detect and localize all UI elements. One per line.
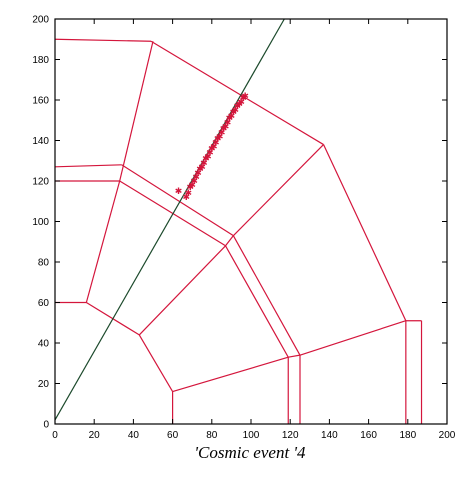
hit-point: ✱ xyxy=(208,145,216,155)
detector-segment xyxy=(85,180,121,303)
detector-segment xyxy=(232,235,301,356)
x-tick-label: 100 xyxy=(243,430,260,441)
x-axis-label: 'Cosmic event '4 xyxy=(194,443,306,462)
hit-point: ✱ xyxy=(196,165,204,175)
hit-point: ✱ xyxy=(200,159,208,169)
hit-point: ✱ xyxy=(230,108,238,118)
hit-point: ✱ xyxy=(192,173,200,183)
x-tick-label: 0 xyxy=(52,430,58,441)
y-tick-label: 80 xyxy=(38,258,50,269)
hit-point: ✱ xyxy=(175,187,183,197)
hit-point: ✱ xyxy=(226,114,234,124)
x-tick-label: 140 xyxy=(321,430,338,441)
y-tick-label: 100 xyxy=(32,217,49,228)
x-tick-label: 180 xyxy=(399,430,416,441)
hit-point: ✱ xyxy=(239,94,247,104)
y-tick-label: 120 xyxy=(32,177,49,188)
hit-point: ✱ xyxy=(220,124,228,134)
hit-point: ✱ xyxy=(241,92,249,102)
detector-segment xyxy=(225,235,234,247)
detector-segment xyxy=(54,38,152,42)
hit-point: ✱ xyxy=(183,193,191,203)
hit-point: ✱ xyxy=(235,100,243,110)
hit-point: ✱ xyxy=(210,143,218,153)
detector-segment xyxy=(138,334,174,392)
hit-point: ✱ xyxy=(228,112,236,122)
y-tick-label: 60 xyxy=(38,298,50,309)
hit-point: ✱ xyxy=(214,134,222,144)
hit-point: ✱ xyxy=(222,122,230,132)
hit-point: ✱ xyxy=(190,177,198,187)
detector-segment xyxy=(121,164,234,237)
hit-point: ✱ xyxy=(212,139,220,149)
y-tick-label: 160 xyxy=(32,96,49,107)
detector-segment xyxy=(299,320,407,356)
plot-area: ✱✱✱✱✱✱✱✱✱✱✱✱✱✱✱✱✱✱✱✱✱✱✱✱✱✱✱✱✱✱✱✱ xyxy=(54,18,423,424)
detector-segment xyxy=(232,144,324,237)
y-tick-label: 40 xyxy=(38,339,50,350)
detector-segment xyxy=(119,41,154,182)
detector-segment xyxy=(138,245,226,336)
hit-point: ✱ xyxy=(232,106,240,116)
hit-point: ✱ xyxy=(188,181,196,191)
x-tick-label: 200 xyxy=(439,430,456,441)
hit-point: ✱ xyxy=(202,155,210,165)
detector-segment xyxy=(54,164,122,168)
x-tick-label: 120 xyxy=(282,430,299,441)
hit-point: ✱ xyxy=(237,98,245,108)
hit-point: ✱ xyxy=(185,189,193,199)
x-tick-label: 60 xyxy=(167,430,179,441)
detector-segment xyxy=(150,40,324,146)
hit-point: ✱ xyxy=(218,128,226,138)
hit-point: ✱ xyxy=(234,102,242,112)
y-tick-label: 140 xyxy=(32,136,49,147)
detector-segment xyxy=(172,356,289,393)
track-line xyxy=(54,18,285,421)
axes: 0 20 40 60 80 100 120 140 160 180 200 0 20 40 60 80 100 1… xyxy=(32,15,455,442)
detector-segment xyxy=(224,245,289,358)
hit-point: ✱ xyxy=(194,169,202,179)
hit-point: ✱ xyxy=(206,149,214,159)
hit-point: ✱ xyxy=(216,132,224,142)
y-tick-label: 180 xyxy=(32,55,49,66)
x-tick-label: 40 xyxy=(128,430,140,441)
y-tick-label: 0 xyxy=(43,420,49,431)
hit-point: ✱ xyxy=(204,153,212,163)
hit-point: ✱ xyxy=(224,118,232,128)
detector-segment xyxy=(288,354,301,358)
x-tick-label: 80 xyxy=(206,430,218,441)
plot-frame xyxy=(54,18,448,425)
detector-segment xyxy=(322,144,407,321)
hit-point: ✱ xyxy=(186,183,194,193)
y-tick-label: 200 xyxy=(32,15,49,26)
x-tick-label: 160 xyxy=(360,430,377,441)
x-tick-label: 20 xyxy=(89,430,101,441)
y-tick-label: 20 xyxy=(38,379,50,390)
hit-point: ✱ xyxy=(198,163,206,173)
